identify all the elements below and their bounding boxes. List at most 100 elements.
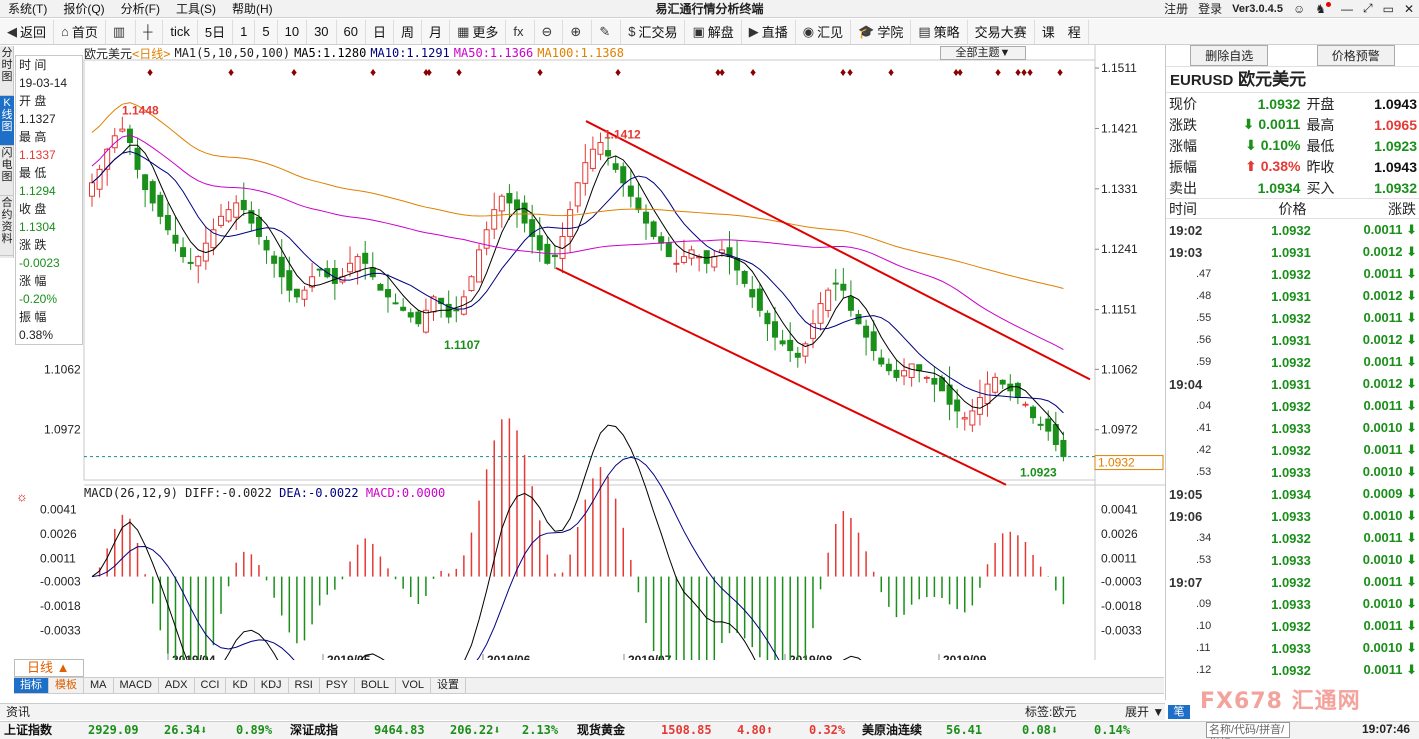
login-link[interactable]: 登录	[1198, 2, 1223, 16]
tick-change: 0.0010 ⬇	[1362, 508, 1417, 523]
toolbar-button-12[interactable]: 周	[394, 19, 423, 44]
pen-button[interactable]: 笔	[1168, 705, 1190, 719]
tick-row[interactable]: 19:02 1.0932 0.0011 ⬇	[1166, 219, 1419, 241]
toolbar-button-10[interactable]: 60	[337, 19, 367, 44]
tick-row[interactable]: .56 1.0931 0.0012 ⬇	[1166, 329, 1419, 351]
tick-row[interactable]: .53 1.0933 0.0010 ⬇	[1166, 549, 1419, 571]
period-tab[interactable]: 日线 ▲	[14, 659, 84, 677]
indicator-tab-RSI[interactable]: RSI	[289, 678, 320, 693]
tick-row[interactable]: .47 1.0932 0.0011 ⬇	[1166, 263, 1419, 285]
toolbar-button-18[interactable]: ✎	[592, 19, 622, 44]
candle-body	[802, 343, 809, 357]
ma-params[interactable]: MA1(5,10,50,100)	[174, 46, 291, 60]
low-annotation-2: 1.0923	[1020, 466, 1057, 480]
indicator-tab-CCI[interactable]: CCI	[195, 678, 227, 693]
tick-row[interactable]: .42 1.0932 0.0011 ⬇	[1166, 439, 1419, 461]
close-icon[interactable]: ✕	[1403, 1, 1414, 16]
toolbar-button-5[interactable]: 5日	[198, 19, 234, 44]
indicator-tab-模板[interactable]: 模板	[49, 678, 84, 693]
toolbar-button-3[interactable]: ┼	[136, 19, 164, 44]
delete-watchlist-button[interactable]: 删除自选	[1190, 45, 1269, 66]
tick-row[interactable]: .09 1.0933 0.0010 ⬇	[1166, 593, 1419, 615]
toolbar-button-8[interactable]: 10	[278, 19, 308, 44]
theme-dropdown[interactable]: 全部主题▼	[940, 46, 1026, 60]
indicator-tab-KDJ[interactable]: KDJ	[255, 678, 289, 693]
tick-row[interactable]: .55 1.0932 0.0011 ⬇	[1166, 307, 1419, 329]
indicator-tab-KD[interactable]: KD	[226, 678, 255, 693]
toolbar-button-24[interactable]: ▤ 策略	[911, 19, 968, 44]
tick-row[interactable]: .11 1.0933 0.0010 ⬇	[1166, 637, 1419, 659]
toolbar-button-23[interactable]: 🎓 学院	[851, 19, 912, 44]
tick-list[interactable]: 19:02 1.0932 0.0011 ⬇ 19:03 1.0931 0.0012 ⬇ .4…	[1166, 219, 1419, 681]
indicator-tab-设置[interactable]: 设置	[431, 678, 467, 693]
search-input[interactable]: 名称/代码/拼音/指标	[1206, 722, 1290, 739]
tick-row[interactable]: 19:06 1.0933 0.0010 ⬇	[1166, 505, 1419, 527]
tick-time: .41	[1196, 422, 1212, 434]
tab-kline[interactable]: K线图	[0, 96, 14, 146]
tick-row[interactable]: .04 1.0932 0.0011 ⬇	[1166, 395, 1419, 417]
menu-system[interactable]: 系统(T)	[8, 2, 48, 16]
ma100-line	[91, 102, 1064, 289]
indicator-tab-MACD[interactable]: MACD	[114, 678, 159, 693]
menu-quote[interactable]: 报价(Q)	[63, 2, 105, 16]
toolbar-button-17[interactable]: ⊕	[563, 19, 593, 44]
toolbar-button-1[interactable]: ⌂ 首页	[54, 19, 106, 44]
toolbar-button-25[interactable]: 交易大赛	[968, 19, 1035, 44]
ma10-value: MA10:1.1291	[370, 46, 450, 60]
tick-row[interactable]: .59 1.0932 0.0011 ⬇	[1166, 351, 1419, 373]
toolbar-button-21[interactable]: ▶ 直播	[742, 19, 796, 44]
indicator-tab-VOL[interactable]: VOL	[396, 678, 432, 693]
indicator-tab-BOLL[interactable]: BOLL	[355, 678, 397, 693]
tick-row[interactable]: 19:03 1.0931 0.0012 ⬇	[1166, 241, 1419, 263]
toolbar-button-4[interactable]: tick	[163, 19, 198, 44]
indicator-tab-MA[interactable]: MA	[84, 678, 114, 693]
toolbar-label: 直播	[761, 25, 788, 40]
toolbar-button-7[interactable]: 5	[255, 19, 278, 44]
user-icon[interactable]: ☺	[1292, 1, 1306, 16]
news-label[interactable]: 资讯	[6, 705, 31, 719]
indicator-tab-ADX[interactable]: ADX	[159, 678, 195, 693]
tick-row[interactable]: .10 1.0932 0.0011 ⬇	[1166, 615, 1419, 637]
tick-row[interactable]: .53 1.0933 0.0010 ⬇	[1166, 461, 1419, 483]
expand-button[interactable]: 展开 ▼	[1125, 705, 1165, 719]
toolbar-button-26[interactable]: 课 程	[1035, 19, 1089, 44]
candle-body	[574, 182, 581, 207]
maximize-icon[interactable]: ▭	[1382, 1, 1394, 16]
minimize-icon[interactable]: —	[1340, 1, 1353, 16]
tick-row[interactable]: 19:04 1.0931 0.0012 ⬇	[1166, 373, 1419, 395]
tick-row[interactable]: .34 1.0932 0.0011 ⬇	[1166, 527, 1419, 549]
tick-row[interactable]: .41 1.0933 0.0010 ⬇	[1166, 417, 1419, 439]
toolbar-button-9[interactable]: 30	[307, 19, 337, 44]
restore-icon[interactable]: ⤢	[1362, 1, 1373, 15]
toolbar-button-13[interactable]: 月	[422, 19, 451, 44]
menu-tools[interactable]: 工具(S)	[175, 2, 216, 16]
tick-row[interactable]: .48 1.0931 0.0012 ⬇	[1166, 285, 1419, 307]
toolbar-button-15[interactable]: fx	[506, 19, 535, 44]
toolbar-button-16[interactable]: ⊖	[535, 19, 564, 44]
price-alert-button[interactable]: 价格预警	[1316, 45, 1395, 66]
toolbar-button-6[interactable]: 1	[233, 19, 256, 44]
kline-chart[interactable]: 1.1511 1.1421 1.1331 1.1241 1.1151 1.1062 1.09…	[0, 45, 1165, 660]
tick-row[interactable]: 19:07 1.0932 0.0011 ⬇	[1166, 571, 1419, 593]
toolbar-button-11[interactable]: 日	[366, 19, 395, 44]
indicator-tab-指标[interactable]: 指标	[14, 678, 49, 693]
candle-body	[772, 321, 779, 338]
tab-timeshare[interactable]: 分时图	[0, 46, 14, 96]
tab-flash[interactable]: 闪电图	[0, 146, 14, 196]
shirt-icon[interactable]: ♞	[1310, 1, 1336, 16]
menu-analysis[interactable]: 分析(F)	[120, 2, 160, 16]
toolbar-button-2[interactable]: ▥	[106, 19, 137, 44]
toolbar-button-19[interactable]: $ 汇交易	[621, 19, 686, 44]
candle-body	[901, 370, 908, 377]
indicator-tab-PSY[interactable]: PSY	[320, 678, 355, 693]
macd-tick-label: -0.0033	[1101, 623, 1142, 637]
toolbar-button-20[interactable]: ▣ 解盘	[685, 19, 742, 44]
tick-row[interactable]: .12 1.0932 0.0011 ⬇	[1166, 659, 1419, 681]
toolbar-button-22[interactable]: ◉ 汇见	[796, 19, 852, 44]
menu-help[interactable]: 帮助(H)	[231, 2, 273, 16]
tab-contract-info[interactable]: 合约资料	[0, 196, 14, 256]
register-link[interactable]: 注册	[1164, 2, 1189, 16]
toolbar-button-14[interactable]: ▦ 更多	[450, 19, 507, 44]
toolbar-button-0[interactable]: ◀ 返回	[0, 19, 55, 44]
tick-row[interactable]: 19:05 1.0934 0.0009 ⬇	[1166, 483, 1419, 505]
